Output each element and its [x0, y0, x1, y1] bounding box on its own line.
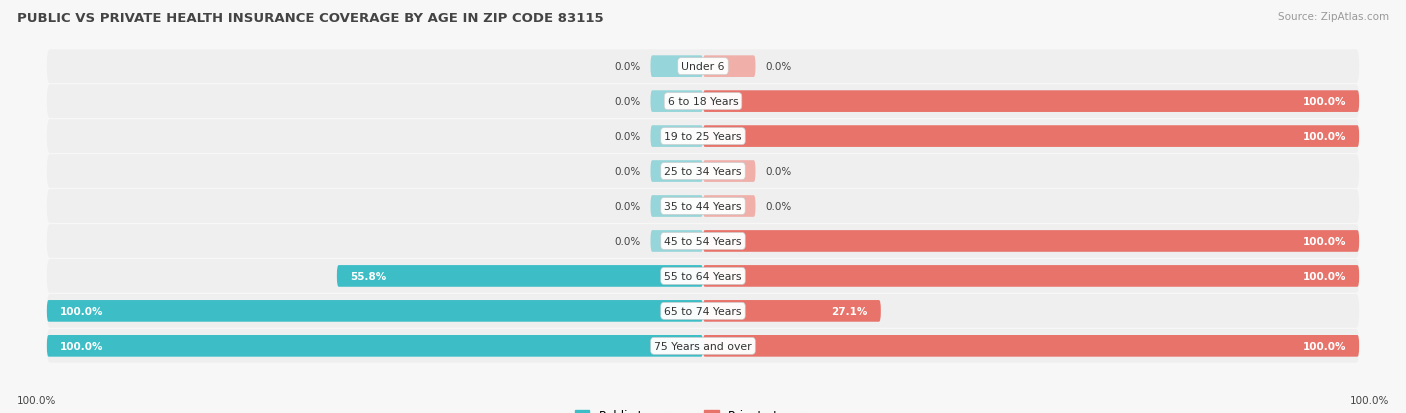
Text: 100.0%: 100.0% [1302, 271, 1346, 281]
FancyBboxPatch shape [703, 91, 1360, 113]
Text: 55 to 64 Years: 55 to 64 Years [664, 271, 742, 281]
Text: 27.1%: 27.1% [831, 306, 868, 316]
Text: 65 to 74 Years: 65 to 74 Years [664, 306, 742, 316]
FancyBboxPatch shape [703, 230, 1360, 252]
Text: Under 6: Under 6 [682, 62, 724, 72]
Text: 0.0%: 0.0% [765, 202, 792, 211]
Text: 0.0%: 0.0% [614, 202, 641, 211]
FancyBboxPatch shape [703, 126, 1360, 147]
Text: 100.0%: 100.0% [1350, 395, 1389, 405]
Text: 0.0%: 0.0% [765, 166, 792, 177]
Text: 75 Years and over: 75 Years and over [654, 341, 752, 351]
FancyBboxPatch shape [46, 259, 1360, 293]
FancyBboxPatch shape [703, 161, 755, 183]
Text: 100.0%: 100.0% [1302, 132, 1346, 142]
Text: 45 to 54 Years: 45 to 54 Years [664, 236, 742, 247]
FancyBboxPatch shape [703, 56, 755, 78]
FancyBboxPatch shape [337, 266, 703, 287]
FancyBboxPatch shape [703, 300, 880, 322]
FancyBboxPatch shape [651, 91, 703, 113]
Text: 0.0%: 0.0% [614, 236, 641, 247]
FancyBboxPatch shape [46, 50, 1360, 84]
FancyBboxPatch shape [46, 335, 703, 357]
Text: PUBLIC VS PRIVATE HEALTH INSURANCE COVERAGE BY AGE IN ZIP CODE 83115: PUBLIC VS PRIVATE HEALTH INSURANCE COVER… [17, 12, 603, 25]
Text: 100.0%: 100.0% [60, 306, 104, 316]
Text: 0.0%: 0.0% [614, 132, 641, 142]
Text: 25 to 34 Years: 25 to 34 Years [664, 166, 742, 177]
Text: 35 to 44 Years: 35 to 44 Years [664, 202, 742, 211]
FancyBboxPatch shape [651, 196, 703, 217]
FancyBboxPatch shape [46, 225, 1360, 258]
FancyBboxPatch shape [46, 190, 1360, 223]
FancyBboxPatch shape [46, 300, 703, 322]
Text: 55.8%: 55.8% [350, 271, 387, 281]
Text: Source: ZipAtlas.com: Source: ZipAtlas.com [1278, 12, 1389, 22]
Text: 100.0%: 100.0% [1302, 97, 1346, 107]
FancyBboxPatch shape [703, 266, 1360, 287]
Text: 100.0%: 100.0% [1302, 341, 1346, 351]
Text: 6 to 18 Years: 6 to 18 Years [668, 97, 738, 107]
FancyBboxPatch shape [703, 196, 755, 217]
FancyBboxPatch shape [651, 161, 703, 183]
Text: 0.0%: 0.0% [614, 97, 641, 107]
Text: 0.0%: 0.0% [614, 62, 641, 72]
FancyBboxPatch shape [703, 335, 1360, 357]
FancyBboxPatch shape [46, 329, 1360, 363]
FancyBboxPatch shape [651, 56, 703, 78]
Text: 0.0%: 0.0% [765, 62, 792, 72]
Text: 100.0%: 100.0% [60, 341, 104, 351]
FancyBboxPatch shape [46, 85, 1360, 119]
FancyBboxPatch shape [651, 230, 703, 252]
Text: 100.0%: 100.0% [17, 395, 56, 405]
FancyBboxPatch shape [651, 126, 703, 147]
Text: 19 to 25 Years: 19 to 25 Years [664, 132, 742, 142]
Legend: Public Insurance, Private Insurance: Public Insurance, Private Insurance [571, 404, 835, 413]
FancyBboxPatch shape [46, 294, 1360, 328]
Text: 0.0%: 0.0% [614, 166, 641, 177]
FancyBboxPatch shape [46, 120, 1360, 154]
Text: 100.0%: 100.0% [1302, 236, 1346, 247]
FancyBboxPatch shape [46, 155, 1360, 188]
